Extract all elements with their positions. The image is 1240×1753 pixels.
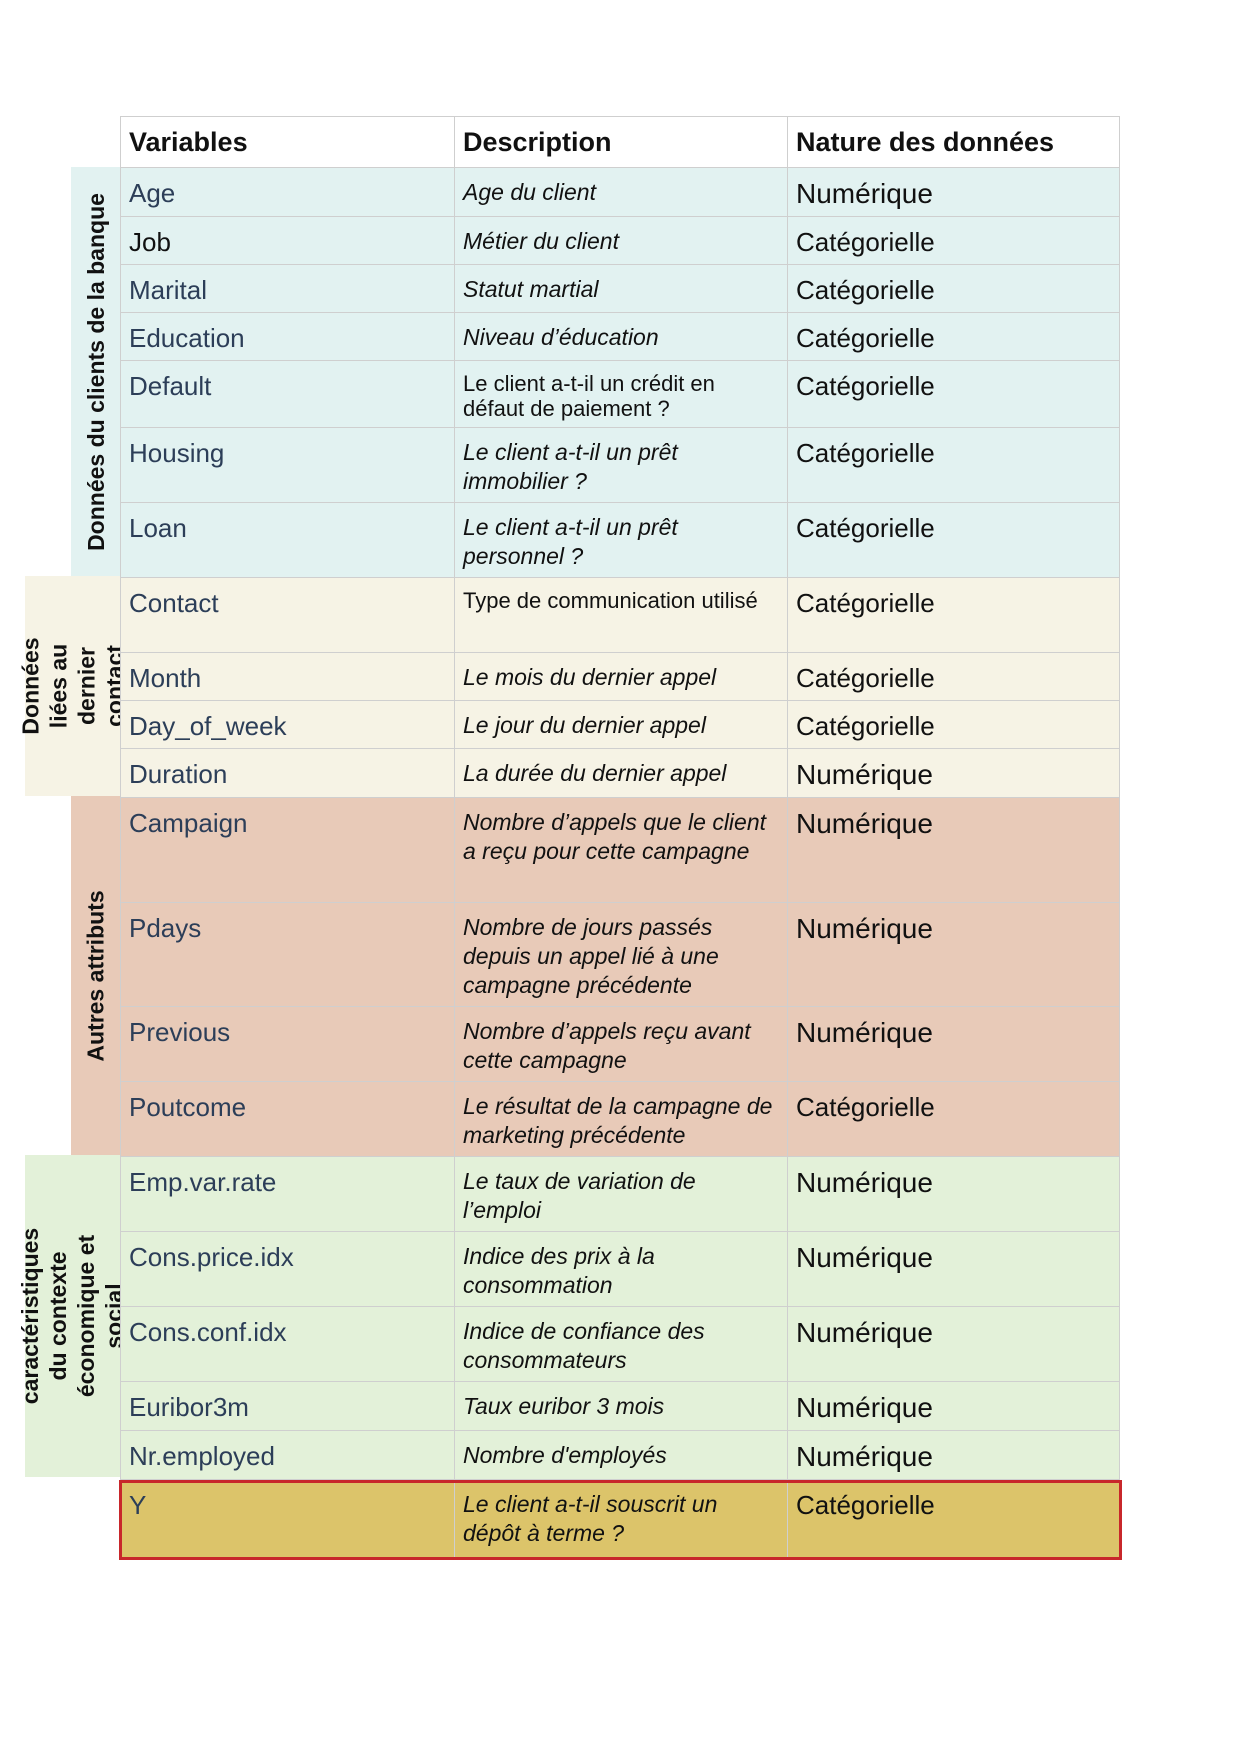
description-cell: Le mois du dernier appel (455, 653, 788, 700)
table-header-row: Variables Description Nature des données (120, 116, 1120, 168)
description-cell: Niveau d’éducation (455, 313, 788, 360)
description-cell: Le client a-t-il un prêt personnel ? (455, 503, 788, 577)
variable-cell: Marital (121, 265, 455, 312)
table-row: Job Métier du client Catégorielle (120, 217, 1120, 265)
description-cell: Le taux de variation de l’emploi (455, 1157, 788, 1231)
nature-cell: Numérique (796, 1167, 933, 1198)
description-cell: Le client a-t-il souscrit un dépôt à ter… (455, 1480, 788, 1559)
variable-cell: Job (121, 217, 455, 264)
nature-cell: Numérique (796, 1317, 933, 1348)
table-row: Age Age du client Numérique (120, 168, 1120, 217)
variable-cell: Cons.conf.idx (121, 1307, 455, 1381)
column-header-nature: Nature des données (796, 127, 1055, 157)
variable-cell: Housing (121, 428, 455, 502)
group-label-text: caractéristiques du contexte économique … (17, 1227, 128, 1405)
nature-cell: Numérique (796, 808, 933, 839)
variable-cell: Campaign (121, 798, 455, 902)
description-cell: Nombre d’appels que le client a reçu pou… (455, 798, 788, 902)
nature-cell: Numérique (796, 1441, 933, 1472)
nature-cell: Catégorielle (796, 1092, 935, 1122)
table-row: Loan Le client a-t-il un prêt personnel … (120, 503, 1120, 578)
description-cell: Taux euribor 3 mois (455, 1382, 788, 1430)
nature-cell: Catégorielle (796, 588, 935, 618)
description-cell: Age du client (455, 168, 788, 216)
group-label-text: Données du clients de la banque (82, 192, 109, 551)
group-label-text: Autres attributs (82, 889, 109, 1062)
group-label-other-attributes: Autres attributs (71, 796, 120, 1155)
variable-cell: Cons.price.idx (121, 1232, 455, 1306)
table-row: Cons.conf.idx Indice de confiance des co… (120, 1307, 1120, 1382)
description-cell: Statut martial (455, 265, 788, 312)
group-label-text: Données liées au dernier contact (17, 637, 128, 735)
table-row: Previous Nombre d’appels reçu avant cett… (120, 1007, 1120, 1082)
target-row: Y Le client a-t-il souscrit un dépôt à t… (120, 1480, 1120, 1559)
variables-table: Variables Description Nature des données… (120, 116, 1120, 1559)
variable-cell: Nr.employed (121, 1431, 455, 1479)
nature-cell: Catégorielle (796, 438, 935, 468)
nature-cell: Numérique (796, 759, 933, 790)
table-row: Poutcome Le résultat de la campagne de m… (120, 1082, 1120, 1157)
description-cell: Le jour du dernier appel (455, 701, 788, 748)
nature-cell: Numérique (796, 178, 933, 209)
description-cell: Le résultat de la campagne de marketing … (455, 1082, 788, 1156)
variable-cell: Day_of_week (121, 701, 455, 748)
variable-cell: Default (121, 361, 455, 427)
nature-cell: Numérique (796, 1242, 933, 1273)
nature-cell: Catégorielle (796, 227, 935, 257)
table-row: Month Le mois du dernier appel Catégorie… (120, 653, 1120, 701)
nature-cell: Catégorielle (796, 323, 935, 353)
nature-cell: Catégorielle (796, 513, 935, 543)
description-cell: Le client a-t-il un crédit en défaut de … (455, 361, 788, 427)
description-cell: Indice de confiance des consommateurs (455, 1307, 788, 1381)
variable-cell: Duration (121, 749, 455, 797)
nature-cell: Numérique (796, 1017, 933, 1048)
description-cell: Métier du client (455, 217, 788, 264)
table-row: Campaign Nombre d’appels que le client a… (120, 798, 1120, 903)
variable-cell: Y (121, 1480, 455, 1559)
variable-cell: Education (121, 313, 455, 360)
table-row: Education Niveau d’éducation Catégoriell… (120, 313, 1120, 361)
variable-cell: Euribor3m (121, 1382, 455, 1430)
table-row: Nr.employed Nombre d'employés Numérique (120, 1431, 1120, 1480)
table-row: Cons.price.idx Indice des prix à la cons… (120, 1232, 1120, 1307)
group-label-economic-context: caractéristiques du contexte économique … (18, 1155, 128, 1477)
variable-cell: Loan (121, 503, 455, 577)
column-header-description: Description (455, 117, 788, 167)
table-row: Euribor3m Taux euribor 3 mois Numérique (120, 1382, 1120, 1431)
description-cell: Nombre de jours passés depuis un appel l… (455, 903, 788, 1006)
description-cell: Le client a-t-il un prêt immobilier ? (455, 428, 788, 502)
nature-cell: Numérique (796, 1392, 933, 1423)
nature-cell: Catégorielle (796, 663, 935, 693)
description-cell: Type de communication utilisé (455, 578, 788, 652)
description-cell: Indice des prix à la consommation (455, 1232, 788, 1306)
variable-cell: Poutcome (121, 1082, 455, 1156)
variable-cell: Previous (121, 1007, 455, 1081)
variable-cell: Month (121, 653, 455, 700)
nature-cell: Catégorielle (796, 1490, 935, 1520)
nature-cell: Catégorielle (796, 275, 935, 305)
group-label-client-data: Données du clients de la banque (71, 167, 120, 576)
table-row: Day_of_week Le jour du dernier appel Cat… (120, 701, 1120, 749)
nature-cell: Catégorielle (796, 371, 935, 401)
table-row: Contact Type de communication utilisé Ca… (120, 578, 1120, 653)
table-row: Housing Le client a-t-il un prêt immobil… (120, 428, 1120, 503)
group-label-last-contact: Données liées au dernier contact (18, 576, 128, 796)
table-row: Duration La durée du dernier appel Numér… (120, 749, 1120, 798)
nature-cell: Numérique (796, 913, 933, 944)
table-row: Default Le client a-t-il un crédit en dé… (120, 361, 1120, 428)
column-header-variables: Variables (121, 117, 455, 167)
nature-cell: Catégorielle (796, 711, 935, 741)
variable-cell: Contact (121, 578, 455, 652)
description-cell: Nombre d'employés (455, 1431, 788, 1479)
table-row: Pdays Nombre de jours passés depuis un a… (120, 903, 1120, 1007)
table-row: Marital Statut martial Catégorielle (120, 265, 1120, 313)
description-cell: Nombre d’appels reçu avant cette campagn… (455, 1007, 788, 1081)
variable-cell: Emp.var.rate (121, 1157, 455, 1231)
variable-cell: Pdays (121, 903, 455, 1006)
table-row: Emp.var.rate Le taux de variation de l’e… (120, 1157, 1120, 1232)
variable-cell: Age (121, 168, 455, 216)
description-cell: La durée du dernier appel (455, 749, 788, 797)
